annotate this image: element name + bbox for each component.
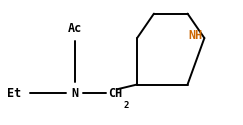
Text: NH: NH	[189, 29, 203, 42]
Text: 2: 2	[124, 101, 129, 110]
Text: N: N	[71, 86, 78, 100]
Text: Et: Et	[8, 86, 22, 100]
Text: Ac: Ac	[68, 22, 82, 35]
Text: CH: CH	[108, 86, 122, 100]
